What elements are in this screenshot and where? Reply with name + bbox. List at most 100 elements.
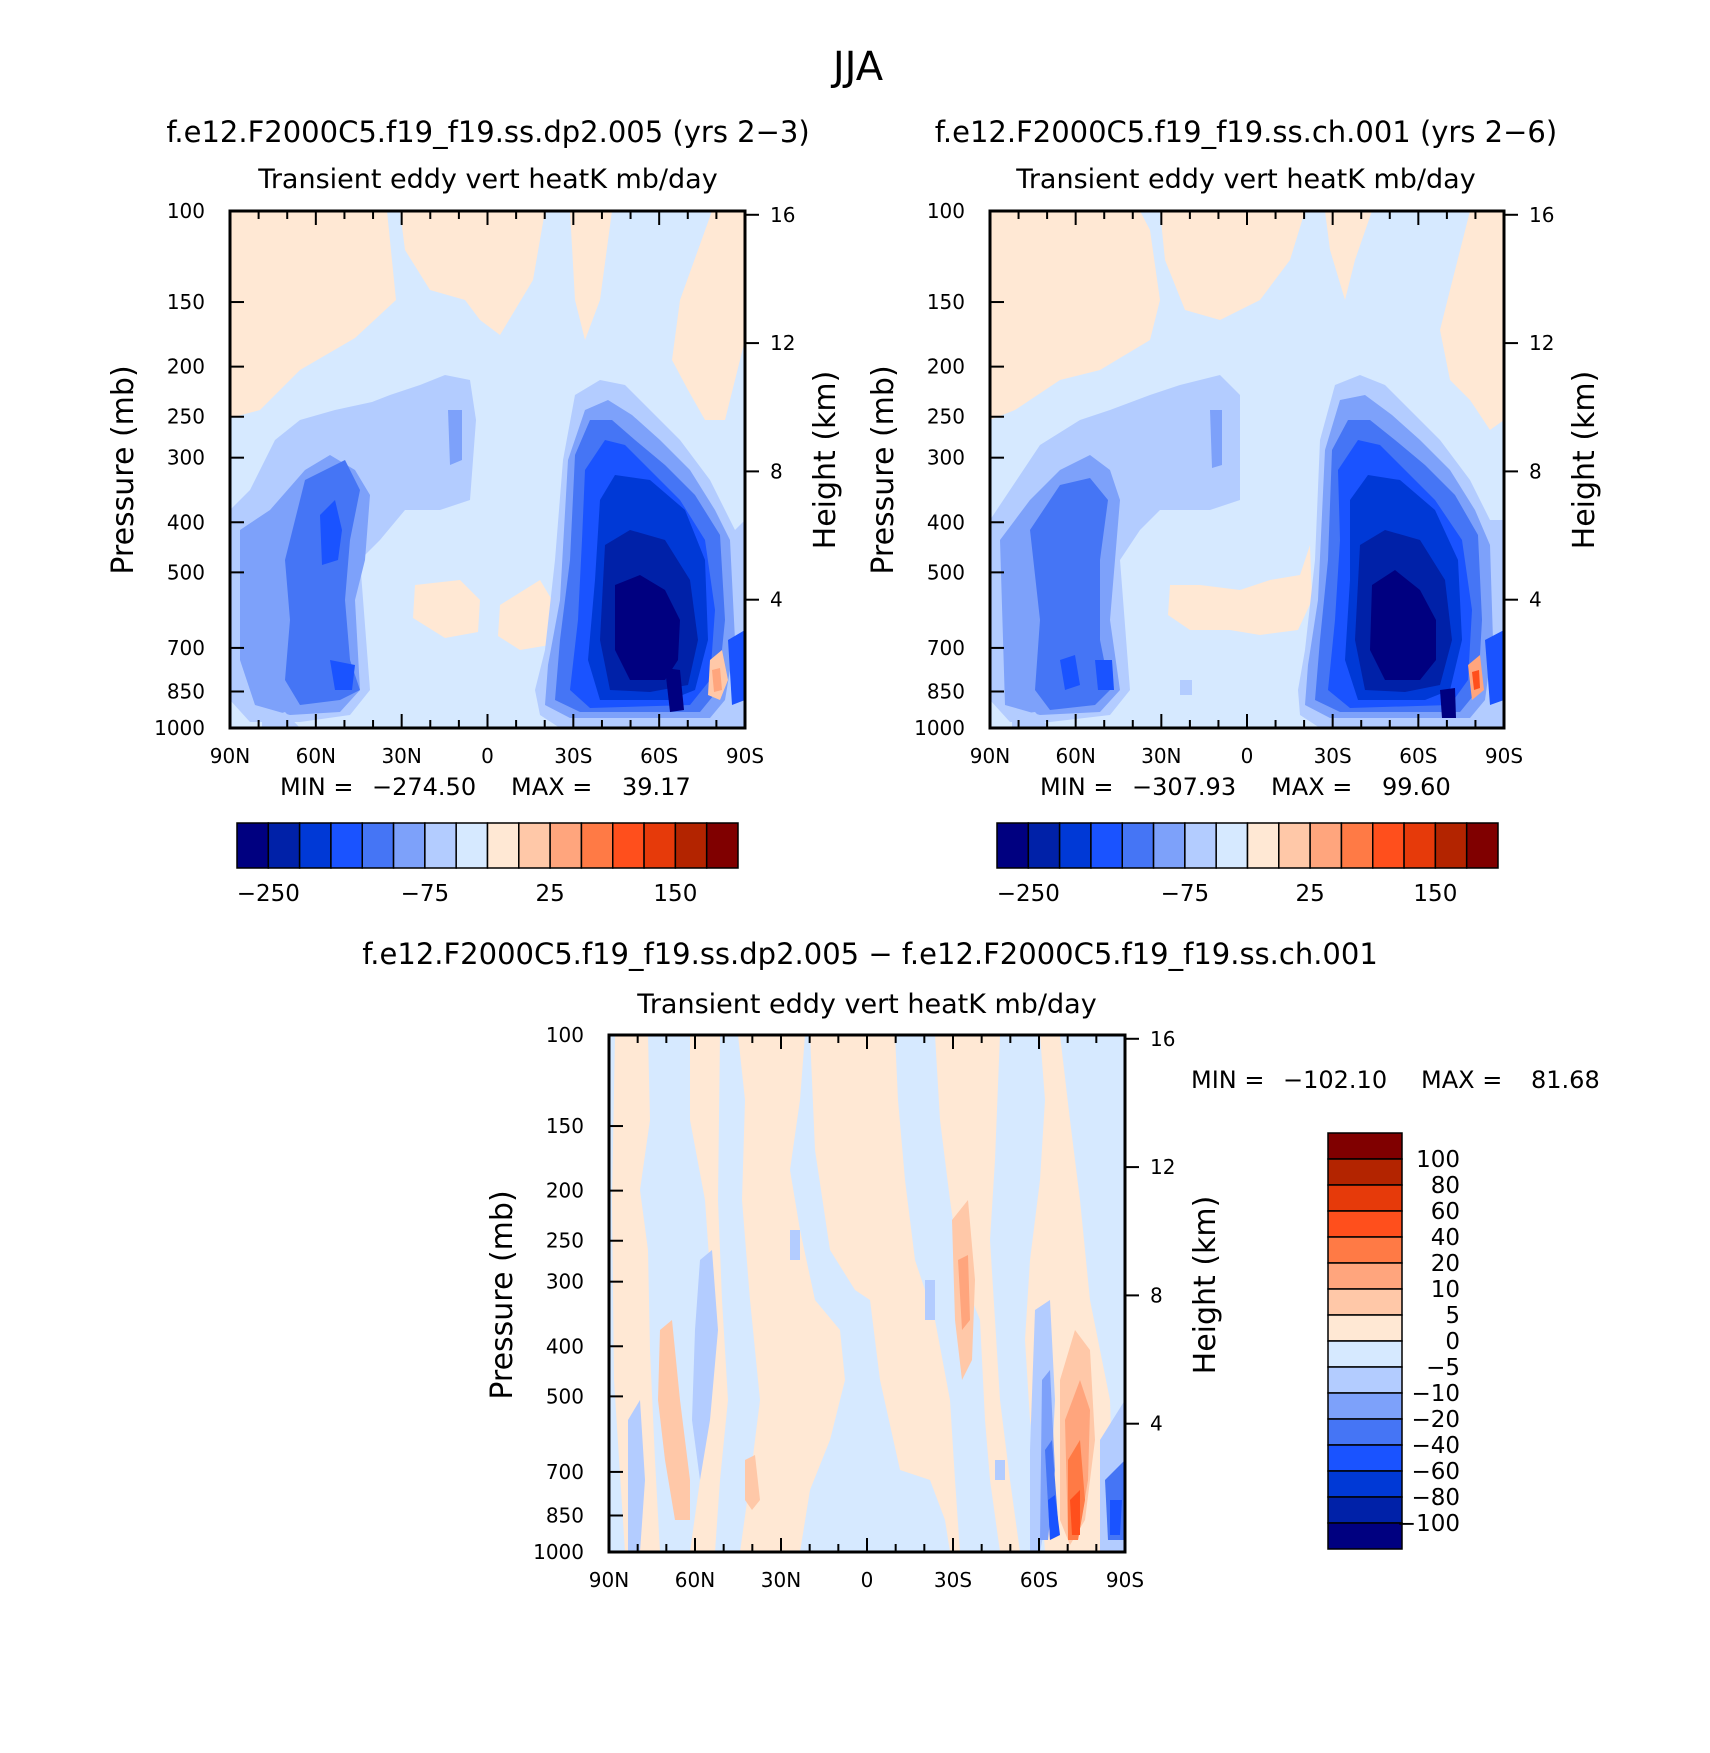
x-tick-label: 60S bbox=[640, 744, 678, 768]
colorbar-label: 0 bbox=[1445, 1329, 1460, 1355]
x-tick-label: 60N bbox=[675, 1568, 715, 1592]
colorbar-swatch bbox=[1340, 822, 1374, 869]
colorbar-label: 100 bbox=[1416, 1147, 1460, 1173]
panel-3-min-label: MIN = bbox=[1191, 1066, 1264, 1094]
panel-3-min-value: −102.10 bbox=[1283, 1066, 1387, 1094]
colorbar-swatch bbox=[1372, 822, 1405, 869]
y-tick-label: 500 bbox=[167, 560, 205, 584]
colorbar-label: 150 bbox=[1413, 881, 1457, 907]
colorbar-swatch bbox=[1215, 822, 1249, 869]
colorbar-swatch bbox=[1184, 822, 1217, 869]
colorbar-swatch bbox=[549, 822, 583, 869]
panel-2-title: Transient eddy vert heatK mb/day bbox=[1015, 164, 1475, 195]
y-tick-label: 500 bbox=[927, 560, 965, 584]
y-tick-label: 300 bbox=[927, 446, 965, 470]
panel-2-yticks: 100 150 200 250 300 400 500 700 850 1000 16 12 8 4 bbox=[914, 199, 1554, 740]
panel-2-xticks: 90N 60N 30N 0 30S 60S 90S bbox=[970, 211, 1523, 768]
colorbar-swatch bbox=[1327, 1288, 1403, 1316]
colorbar-label: −250 bbox=[997, 881, 1060, 907]
x-tick-label: 90S bbox=[726, 744, 764, 768]
colorbar-swatch bbox=[1327, 1470, 1403, 1498]
x-tick-label: 0 bbox=[861, 1568, 874, 1592]
colorbar-swatch bbox=[1327, 1418, 1403, 1446]
colorbar-label: 5 bbox=[1445, 1303, 1460, 1329]
colorbar-label: −10 bbox=[1411, 1381, 1460, 1407]
y-tick-label: 200 bbox=[927, 355, 965, 379]
panel-3: f.e12.F2000C5.f19_f19.ss.dp2.005 − f.e12… bbox=[362, 937, 1600, 1592]
panel-1-max-value: 39.17 bbox=[622, 773, 691, 801]
panel-1-colorbar: −250 −75 25 150 bbox=[236, 822, 739, 907]
y-tick-label: 400 bbox=[167, 510, 205, 534]
colorbar-label: −75 bbox=[1161, 881, 1210, 907]
x-tick-label: 60N bbox=[296, 744, 336, 768]
panel-3-yticks: 100 150 200 250 300 400 500 700 850 1000 16 12 8 4 bbox=[533, 1023, 1175, 1564]
panel-1-contour-field bbox=[230, 211, 745, 728]
colorbar-swatch bbox=[1278, 822, 1311, 869]
y-tick-label: 700 bbox=[546, 1460, 584, 1484]
x-tick-label: 60S bbox=[1020, 1568, 1058, 1592]
y-tick-label: 300 bbox=[546, 1270, 584, 1294]
x-tick-label: 60S bbox=[1399, 744, 1437, 768]
x-tick-label: 30N bbox=[761, 1568, 801, 1592]
panel-3-xticks: 90N 60N 30N 0 30S 60S 90S bbox=[589, 1035, 1144, 1592]
y-tick-label: 500 bbox=[546, 1384, 584, 1408]
panel-3-contour-field bbox=[609, 1035, 1125, 1552]
y2-tick-label: 12 bbox=[1150, 1155, 1175, 1179]
colorbar-swatch bbox=[424, 822, 457, 869]
colorbar-swatch bbox=[361, 822, 395, 869]
colorbar-label: 10 bbox=[1431, 1277, 1460, 1303]
x-tick-label: 30N bbox=[381, 744, 421, 768]
colorbar-swatch bbox=[267, 822, 301, 869]
panel-2-max-label: MAX = bbox=[1271, 773, 1352, 801]
y2-tick-label: 8 bbox=[770, 459, 783, 483]
colorbar-swatch bbox=[1327, 1496, 1403, 1524]
x-tick-label: 90N bbox=[589, 1568, 629, 1592]
panel-3-y2label: Height (km) bbox=[1188, 1196, 1223, 1375]
y-tick-label: 250 bbox=[546, 1229, 584, 1253]
y-tick-label: 150 bbox=[167, 290, 205, 314]
y-tick-label: 200 bbox=[167, 355, 205, 379]
panel-1-yticks: 100 150 200 250 300 400 500 700 850 1000 16 12 8 4 bbox=[154, 199, 795, 740]
colorbar-swatch bbox=[1434, 822, 1468, 869]
panel-1-max-label: MAX = bbox=[511, 773, 592, 801]
colorbar-label: −75 bbox=[401, 881, 450, 907]
panel-2-subtitle: f.e12.F2000C5.f19_f19.ss.ch.001 (yrs 2−6… bbox=[935, 115, 1557, 149]
colorbar-swatch bbox=[1152, 822, 1186, 869]
y2-tick-label: 12 bbox=[770, 331, 795, 355]
colorbar-swatch bbox=[1327, 1444, 1403, 1472]
y-tick-label: 100 bbox=[927, 199, 965, 223]
y-tick-label: 700 bbox=[927, 636, 965, 660]
y2-tick-label: 12 bbox=[1529, 331, 1554, 355]
y-tick-label: 1000 bbox=[533, 1540, 584, 1564]
y2-tick-label: 8 bbox=[1150, 1283, 1163, 1307]
panel-3-max-label: MAX = bbox=[1421, 1066, 1502, 1094]
colorbar-swatch bbox=[643, 822, 677, 869]
colorbar-swatch bbox=[996, 822, 1030, 869]
x-tick-label: 90N bbox=[210, 744, 250, 768]
y-tick-label: 400 bbox=[546, 1334, 584, 1358]
panel-3-ylabel: Pressure (mb) bbox=[485, 1190, 520, 1399]
colorbar-swatch bbox=[518, 822, 551, 869]
panel-2-min-label: MIN = bbox=[1040, 773, 1113, 801]
colorbar-swatch bbox=[330, 822, 363, 869]
x-tick-label: 30N bbox=[1141, 744, 1181, 768]
y-tick-label: 400 bbox=[927, 510, 965, 534]
panel-1-min-value: −274.50 bbox=[372, 773, 476, 801]
colorbar-swatch bbox=[1327, 1184, 1403, 1212]
y-tick-label: 150 bbox=[546, 1114, 584, 1138]
y2-tick-label: 16 bbox=[1529, 203, 1554, 227]
colorbar-swatch bbox=[705, 822, 739, 869]
colorbar-swatch bbox=[1309, 822, 1343, 869]
colorbar-label: 150 bbox=[653, 881, 697, 907]
colorbar-swatch bbox=[1327, 1262, 1403, 1290]
colorbar-swatch bbox=[1027, 822, 1061, 869]
panel-2-contour-field bbox=[990, 211, 1504, 728]
colorbar-swatch bbox=[674, 822, 708, 869]
colorbar-swatch bbox=[1327, 1210, 1403, 1238]
colorbar-swatch bbox=[1058, 822, 1092, 869]
colorbar-label: 80 bbox=[1431, 1173, 1460, 1199]
colorbar-swatch bbox=[1327, 1522, 1403, 1550]
colorbar-swatch bbox=[1090, 822, 1123, 869]
